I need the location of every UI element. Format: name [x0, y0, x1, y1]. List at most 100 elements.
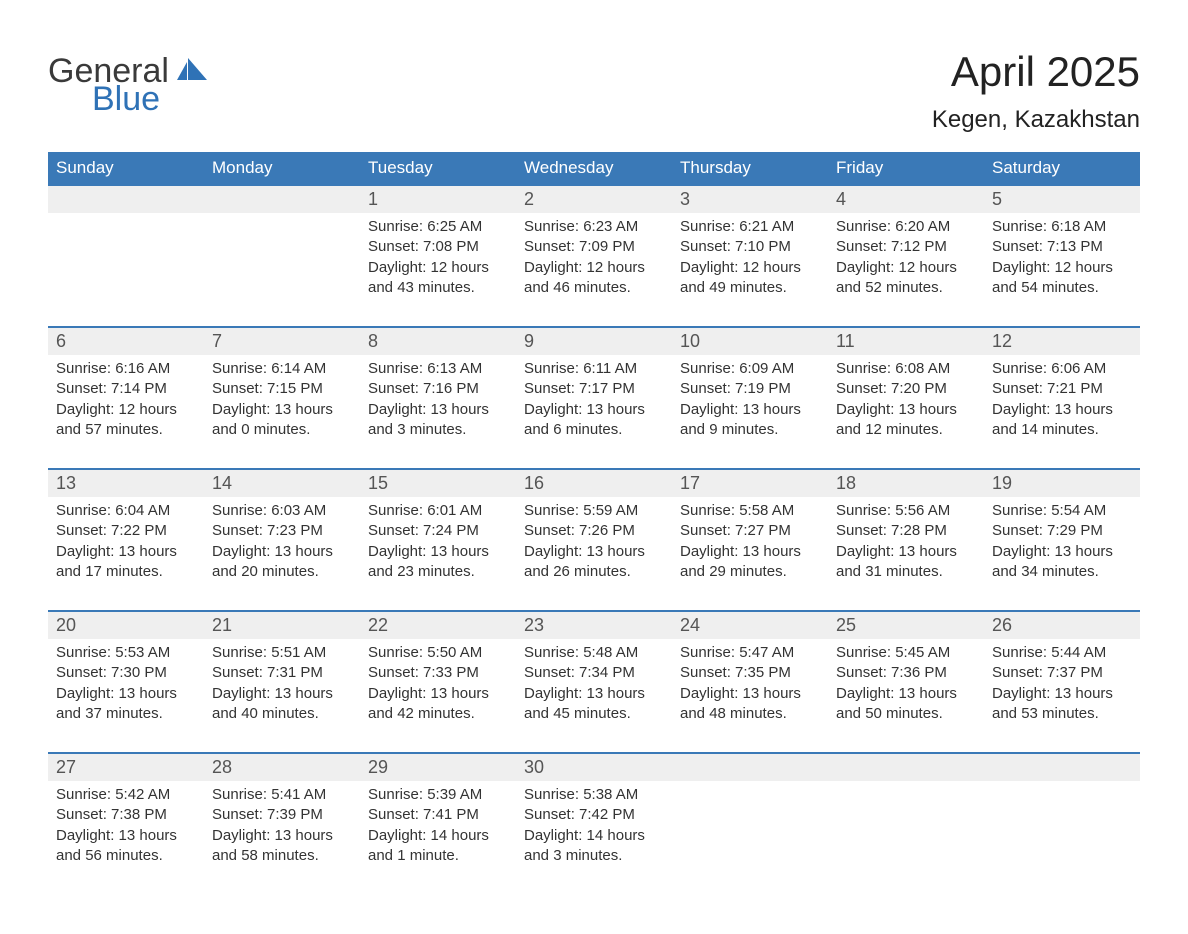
weekday-header: Monday: [204, 152, 360, 185]
sunrise-line: Sunrise: 6:06 AM: [992, 359, 1132, 379]
sunrise-line: Sunrise: 5:58 AM: [680, 501, 820, 521]
day-number: 9: [516, 327, 672, 355]
day-number-row: 27282930: [48, 753, 1140, 781]
daylight-line: Daylight: 12 hours and 54 minutes.: [992, 258, 1132, 299]
daylight-line: Daylight: 13 hours and 3 minutes.: [368, 400, 508, 441]
sunset-line: Sunset: 7:26 PM: [524, 521, 664, 541]
day-number: 29: [360, 753, 516, 781]
day-number: 12: [984, 327, 1140, 355]
daylight-line: Daylight: 13 hours and 20 minutes.: [212, 542, 352, 583]
sunset-line: Sunset: 7:36 PM: [836, 663, 976, 683]
daylight-line: Daylight: 13 hours and 0 minutes.: [212, 400, 352, 441]
day-number: 17: [672, 469, 828, 497]
daylight-line: Daylight: 12 hours and 57 minutes.: [56, 400, 196, 441]
title-block: April 2025 Kegen, Kazakhstan: [932, 48, 1140, 134]
calendar-page: General Blue April 2025 Kegen, Kazakhsta…: [0, 0, 1188, 934]
daylight-line: Daylight: 12 hours and 43 minutes.: [368, 258, 508, 299]
logo-flag-icon: [177, 69, 211, 86]
day-number: 22: [360, 611, 516, 639]
sunrise-line: Sunrise: 6:18 AM: [992, 217, 1132, 237]
weekday-header: Wednesday: [516, 152, 672, 185]
daylight-line: Daylight: 13 hours and 45 minutes.: [524, 684, 664, 725]
day-detail: Sunrise: 5:51 AMSunset: 7:31 PMDaylight:…: [204, 639, 360, 753]
day-detail: Sunrise: 5:54 AMSunset: 7:29 PMDaylight:…: [984, 497, 1140, 611]
day-detail: Sunrise: 5:48 AMSunset: 7:34 PMDaylight:…: [516, 639, 672, 753]
empty-cell: [48, 213, 204, 327]
day-detail: Sunrise: 5:47 AMSunset: 7:35 PMDaylight:…: [672, 639, 828, 753]
day-number: 1: [360, 185, 516, 213]
sunset-line: Sunset: 7:21 PM: [992, 379, 1132, 399]
sunrise-line: Sunrise: 5:45 AM: [836, 643, 976, 663]
sunset-line: Sunset: 7:30 PM: [56, 663, 196, 683]
day-detail: Sunrise: 5:44 AMSunset: 7:37 PMDaylight:…: [984, 639, 1140, 753]
sunset-line: Sunset: 7:12 PM: [836, 237, 976, 257]
weekday-header: Friday: [828, 152, 984, 185]
sunset-line: Sunset: 7:15 PM: [212, 379, 352, 399]
sunrise-line: Sunrise: 6:25 AM: [368, 217, 508, 237]
day-number: 25: [828, 611, 984, 639]
sunrise-line: Sunrise: 6:08 AM: [836, 359, 976, 379]
day-detail: Sunrise: 6:04 AMSunset: 7:22 PMDaylight:…: [48, 497, 204, 611]
day-detail: Sunrise: 6:16 AMSunset: 7:14 PMDaylight:…: [48, 355, 204, 469]
sunrise-line: Sunrise: 5:38 AM: [524, 785, 664, 805]
day-detail: Sunrise: 5:58 AMSunset: 7:27 PMDaylight:…: [672, 497, 828, 611]
sunrise-line: Sunrise: 6:13 AM: [368, 359, 508, 379]
sunrise-line: Sunrise: 5:39 AM: [368, 785, 508, 805]
empty-cell: [48, 185, 204, 213]
day-detail: Sunrise: 6:11 AMSunset: 7:17 PMDaylight:…: [516, 355, 672, 469]
empty-cell: [204, 213, 360, 327]
sunrise-line: Sunrise: 5:42 AM: [56, 785, 196, 805]
day-number: 7: [204, 327, 360, 355]
daylight-line: Daylight: 13 hours and 17 minutes.: [56, 542, 196, 583]
day-detail-row: Sunrise: 5:42 AMSunset: 7:38 PMDaylight:…: [48, 781, 1140, 894]
day-detail-row: Sunrise: 6:04 AMSunset: 7:22 PMDaylight:…: [48, 497, 1140, 611]
sunrise-line: Sunrise: 5:56 AM: [836, 501, 976, 521]
empty-cell: [204, 185, 360, 213]
sunset-line: Sunset: 7:34 PM: [524, 663, 664, 683]
daylight-line: Daylight: 13 hours and 26 minutes.: [524, 542, 664, 583]
sunrise-line: Sunrise: 6:11 AM: [524, 359, 664, 379]
day-number-row: 20212223242526: [48, 611, 1140, 639]
sunrise-line: Sunrise: 5:48 AM: [524, 643, 664, 663]
sunrise-line: Sunrise: 5:59 AM: [524, 501, 664, 521]
calendar-table: SundayMondayTuesdayWednesdayThursdayFrid…: [48, 152, 1140, 894]
day-number: 4: [828, 185, 984, 213]
daylight-line: Daylight: 13 hours and 31 minutes.: [836, 542, 976, 583]
sunset-line: Sunset: 7:20 PM: [836, 379, 976, 399]
sunset-line: Sunset: 7:16 PM: [368, 379, 508, 399]
day-number: 30: [516, 753, 672, 781]
day-detail: Sunrise: 5:50 AMSunset: 7:33 PMDaylight:…: [360, 639, 516, 753]
sunset-line: Sunset: 7:35 PM: [680, 663, 820, 683]
sunset-line: Sunset: 7:33 PM: [368, 663, 508, 683]
day-number: 15: [360, 469, 516, 497]
weekday-header: Saturday: [984, 152, 1140, 185]
sunrise-line: Sunrise: 5:47 AM: [680, 643, 820, 663]
sunrise-line: Sunrise: 5:54 AM: [992, 501, 1132, 521]
day-number: 5: [984, 185, 1140, 213]
daylight-line: Daylight: 13 hours and 14 minutes.: [992, 400, 1132, 441]
weekday-header: Thursday: [672, 152, 828, 185]
sunset-line: Sunset: 7:22 PM: [56, 521, 196, 541]
empty-cell: [672, 753, 828, 781]
daylight-line: Daylight: 13 hours and 37 minutes.: [56, 684, 196, 725]
day-number: 21: [204, 611, 360, 639]
page-subtitle: Kegen, Kazakhstan: [932, 106, 1140, 134]
sunrise-line: Sunrise: 5:41 AM: [212, 785, 352, 805]
sunrise-line: Sunrise: 6:01 AM: [368, 501, 508, 521]
daylight-line: Daylight: 13 hours and 48 minutes.: [680, 684, 820, 725]
day-number: 24: [672, 611, 828, 639]
day-number-row: 6789101112: [48, 327, 1140, 355]
day-detail: Sunrise: 6:25 AMSunset: 7:08 PMDaylight:…: [360, 213, 516, 327]
sunrise-line: Sunrise: 5:44 AM: [992, 643, 1132, 663]
sunset-line: Sunset: 7:41 PM: [368, 805, 508, 825]
sunset-line: Sunset: 7:09 PM: [524, 237, 664, 257]
day-detail: Sunrise: 6:14 AMSunset: 7:15 PMDaylight:…: [204, 355, 360, 469]
daylight-line: Daylight: 14 hours and 3 minutes.: [524, 826, 664, 867]
sunset-line: Sunset: 7:24 PM: [368, 521, 508, 541]
daylight-line: Daylight: 13 hours and 34 minutes.: [992, 542, 1132, 583]
daylight-line: Daylight: 13 hours and 42 minutes.: [368, 684, 508, 725]
day-detail: Sunrise: 5:53 AMSunset: 7:30 PMDaylight:…: [48, 639, 204, 753]
day-number: 20: [48, 611, 204, 639]
sunrise-line: Sunrise: 6:14 AM: [212, 359, 352, 379]
empty-cell: [828, 753, 984, 781]
